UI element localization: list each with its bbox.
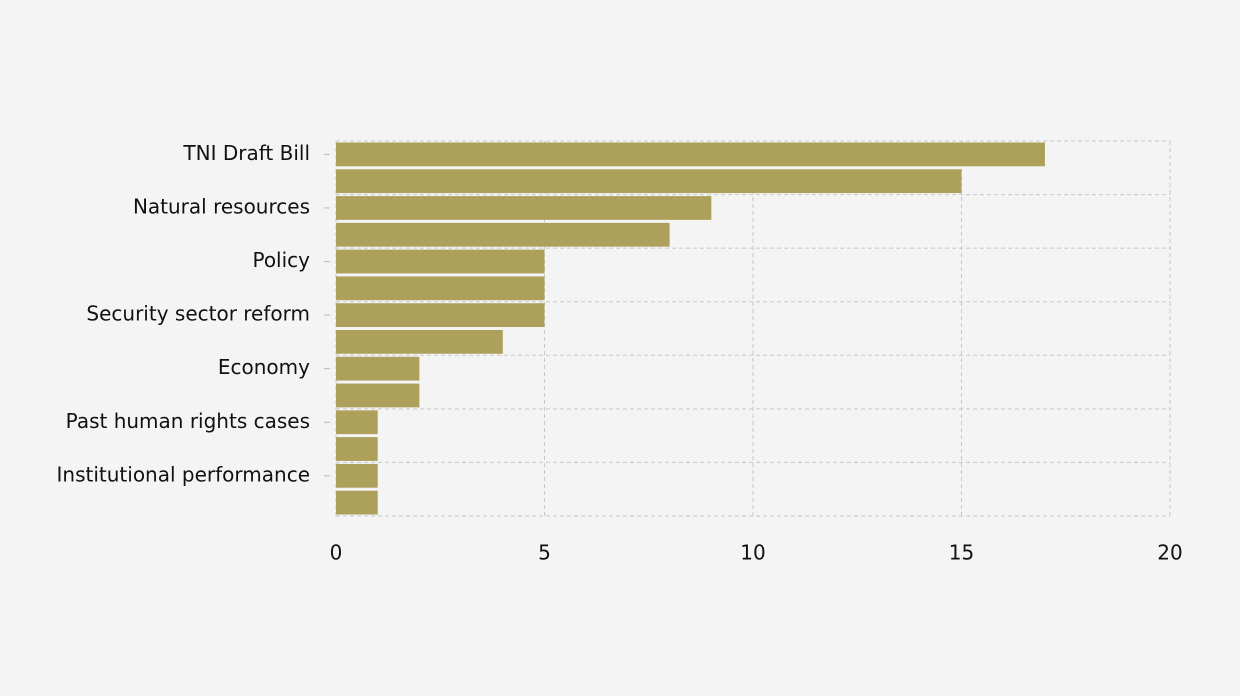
bar	[336, 410, 378, 435]
bar	[336, 330, 503, 354]
y-tick-label: Natural resources	[133, 194, 310, 218]
bar	[336, 383, 420, 408]
bar	[336, 437, 378, 461]
bar	[336, 196, 712, 220]
y-tick-label: Institutional performance	[57, 462, 310, 486]
x-tick-label: 0	[330, 541, 343, 565]
bar	[336, 169, 962, 194]
bar	[336, 490, 378, 515]
bar	[336, 249, 545, 274]
bar	[336, 222, 670, 247]
bar	[336, 142, 1045, 167]
x-tick-label: 15	[949, 541, 974, 565]
y-tick-label: Economy	[218, 355, 310, 379]
x-tick-label: 20	[1157, 541, 1182, 565]
x-tick-label: 5	[538, 541, 551, 565]
bar	[336, 463, 378, 488]
y-tick-label: TNI Draft Bill	[182, 141, 310, 165]
bar	[336, 303, 545, 327]
y-tick-label: Past human rights cases	[66, 409, 310, 433]
y-tick-label: Security sector reform	[86, 302, 310, 326]
x-tick-label: 10	[740, 541, 765, 565]
bar	[336, 356, 420, 381]
y-tick-label: Policy	[252, 248, 310, 272]
bar	[336, 276, 545, 301]
